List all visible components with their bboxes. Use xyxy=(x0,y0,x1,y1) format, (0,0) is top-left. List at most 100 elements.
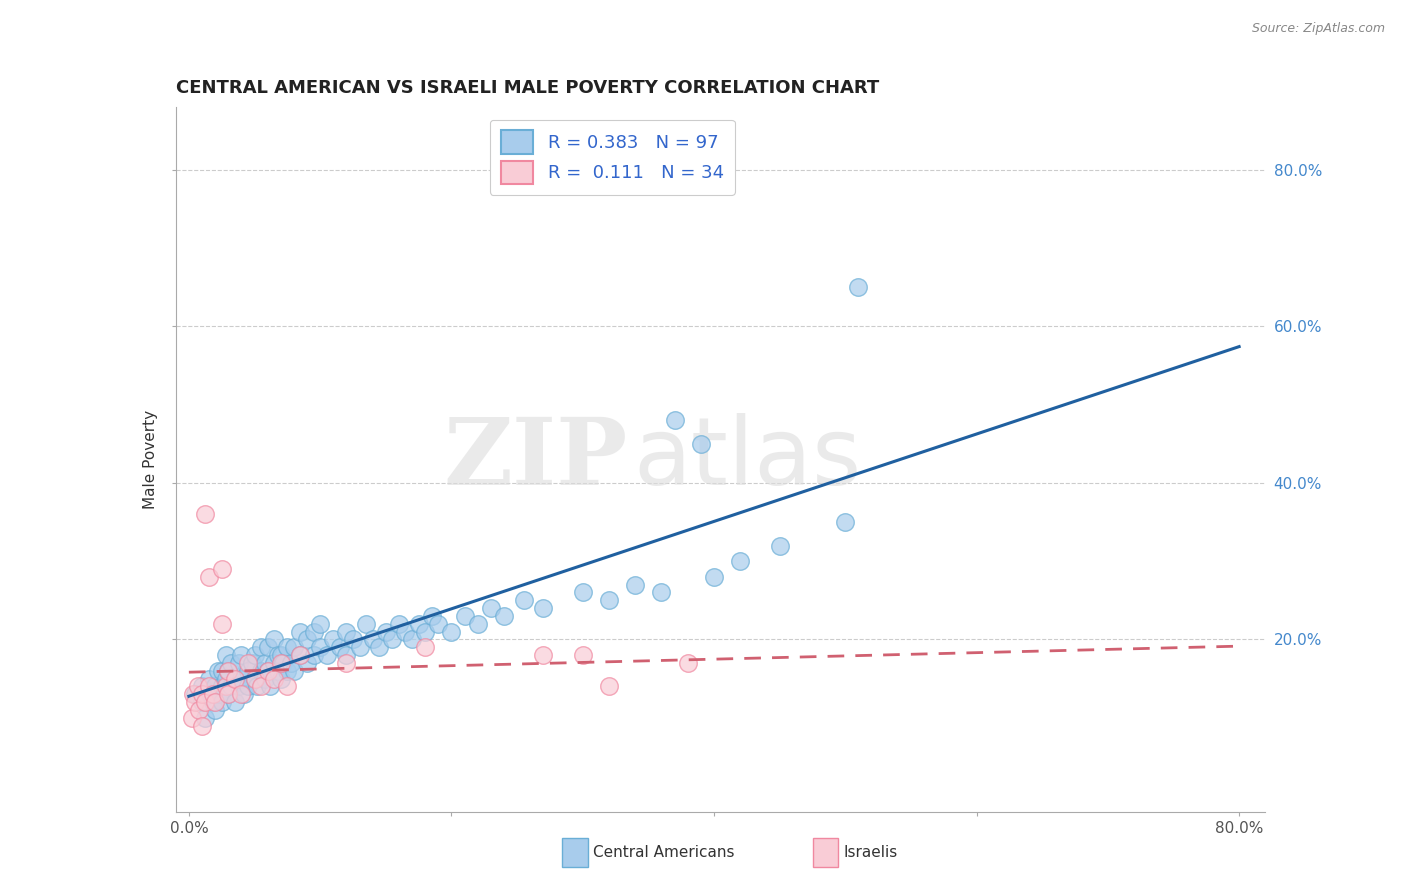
Point xyxy=(329,640,352,655)
Point xyxy=(388,616,411,631)
Point xyxy=(263,632,285,647)
Point xyxy=(250,680,273,694)
Point xyxy=(191,718,214,732)
Point xyxy=(267,664,290,678)
Point xyxy=(322,632,344,647)
Point xyxy=(263,656,285,670)
Point xyxy=(689,436,711,450)
Point xyxy=(730,554,752,568)
Point xyxy=(197,672,219,686)
Point xyxy=(240,656,263,670)
Point xyxy=(224,672,246,686)
Point xyxy=(207,664,229,678)
Point xyxy=(187,680,209,694)
Point xyxy=(204,680,226,694)
Point xyxy=(283,664,305,678)
Point xyxy=(571,648,593,662)
Point xyxy=(231,672,253,686)
Text: Israelis: Israelis xyxy=(844,846,898,860)
Point xyxy=(335,648,357,662)
Point xyxy=(224,695,246,709)
Point xyxy=(211,680,233,694)
Point xyxy=(197,570,219,584)
Legend: R = 0.383   N = 97, R =  0.111   N = 34: R = 0.383 N = 97, R = 0.111 N = 34 xyxy=(489,120,734,194)
Point xyxy=(453,609,475,624)
Point xyxy=(273,656,295,670)
Point xyxy=(256,664,278,678)
Point xyxy=(267,648,290,662)
Text: Central Americans: Central Americans xyxy=(593,846,735,860)
Point xyxy=(191,695,214,709)
Point xyxy=(191,680,214,694)
Point xyxy=(295,656,318,670)
Point xyxy=(224,672,246,686)
Point xyxy=(848,280,870,294)
Point xyxy=(228,680,250,694)
Point xyxy=(270,672,292,686)
Point xyxy=(211,664,233,678)
Point xyxy=(231,648,253,662)
Point xyxy=(181,687,204,701)
Point xyxy=(211,695,233,709)
Point xyxy=(381,632,404,647)
Point xyxy=(276,664,298,678)
Point xyxy=(217,687,239,701)
Point xyxy=(217,664,239,678)
Point xyxy=(201,687,224,701)
Point xyxy=(335,656,357,670)
Point xyxy=(276,680,298,694)
Point xyxy=(531,601,554,615)
Point xyxy=(256,664,278,678)
Point xyxy=(479,601,502,615)
Point xyxy=(276,640,298,655)
Point xyxy=(259,680,281,694)
Point xyxy=(302,648,325,662)
Point xyxy=(217,687,239,701)
Point xyxy=(512,593,534,607)
Point xyxy=(270,656,292,670)
Point xyxy=(233,687,256,701)
Point xyxy=(180,711,202,725)
Point xyxy=(236,664,259,678)
Point xyxy=(236,656,259,670)
Text: atlas: atlas xyxy=(633,413,862,506)
Point xyxy=(201,695,224,709)
Point xyxy=(214,672,236,686)
Point xyxy=(243,648,266,662)
Point xyxy=(219,656,242,670)
Point xyxy=(207,687,229,701)
Point xyxy=(194,507,217,521)
Point xyxy=(184,695,207,709)
Point xyxy=(204,703,226,717)
Y-axis label: Male Poverty: Male Poverty xyxy=(143,409,159,509)
Point xyxy=(204,695,226,709)
Point xyxy=(361,632,384,647)
Point xyxy=(290,648,312,662)
Point xyxy=(834,515,856,529)
Point xyxy=(270,648,292,662)
Point xyxy=(290,624,312,639)
Point xyxy=(243,672,266,686)
Point xyxy=(335,624,357,639)
Point xyxy=(194,711,217,725)
Point xyxy=(394,624,416,639)
Point xyxy=(650,585,672,599)
Point xyxy=(197,687,219,701)
Point xyxy=(769,539,792,553)
Point xyxy=(263,672,285,686)
Point xyxy=(309,616,332,631)
Point xyxy=(214,648,236,662)
Point xyxy=(236,680,259,694)
Point xyxy=(250,640,273,655)
Point xyxy=(342,632,364,647)
Point xyxy=(290,648,312,662)
Text: Source: ZipAtlas.com: Source: ZipAtlas.com xyxy=(1251,22,1385,36)
Point xyxy=(315,648,337,662)
Point xyxy=(211,562,233,576)
Point xyxy=(440,624,463,639)
Point xyxy=(368,640,391,655)
Point xyxy=(253,656,276,670)
Point xyxy=(217,664,239,678)
Point xyxy=(211,616,233,631)
Point xyxy=(219,680,242,694)
